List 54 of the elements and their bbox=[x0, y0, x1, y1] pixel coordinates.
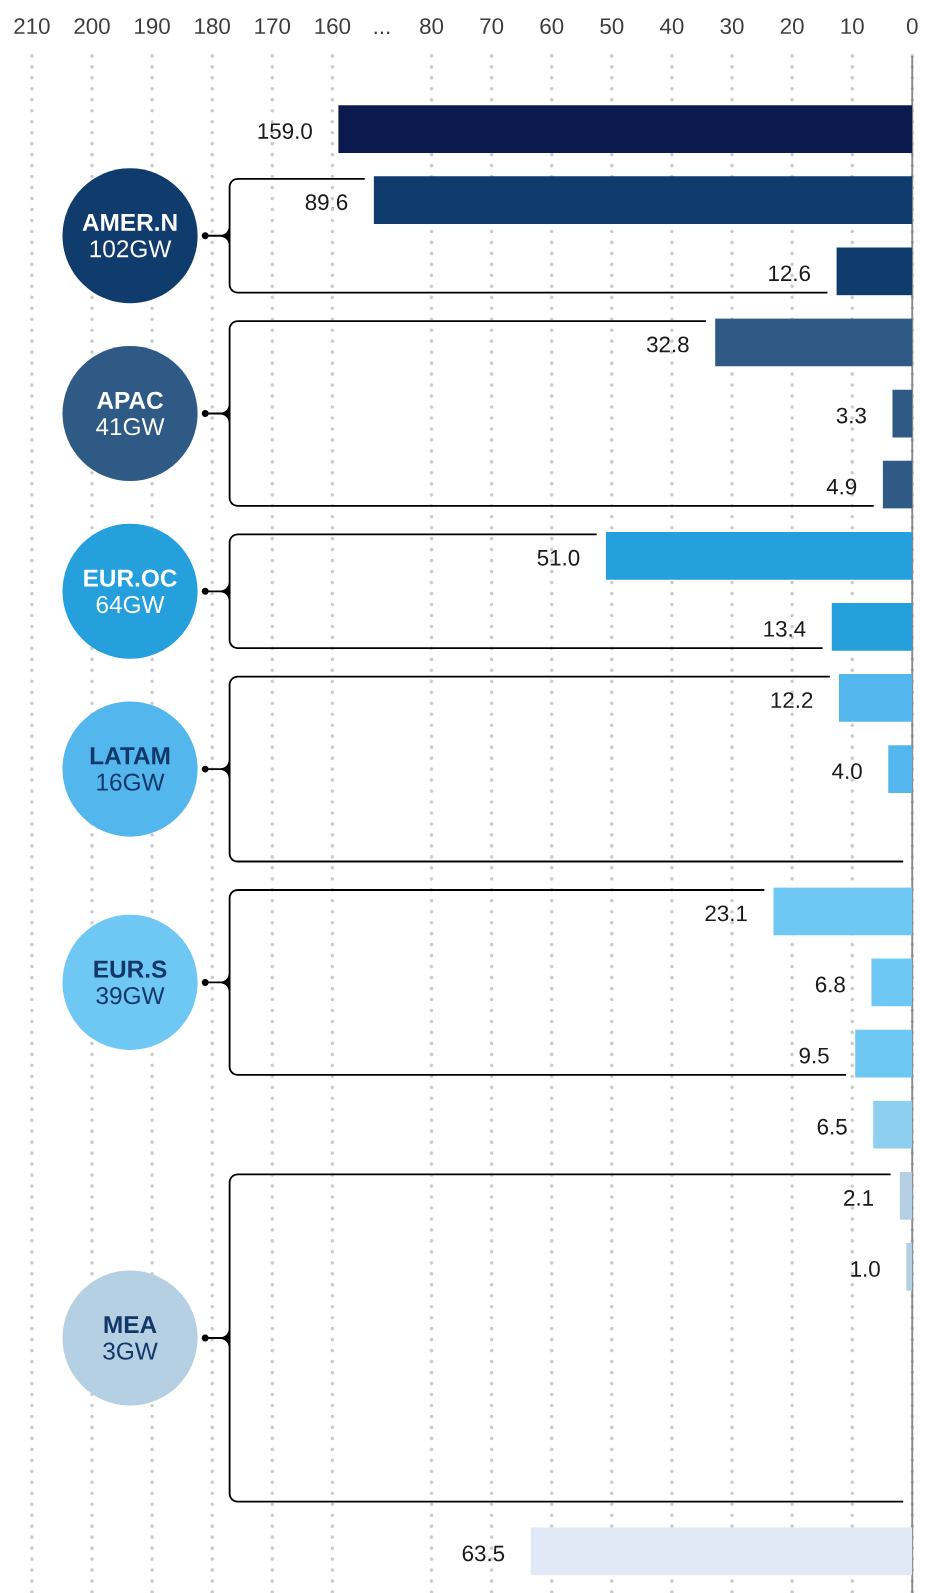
annotation: EUR.S 39GW bbox=[94, 960, 167, 1005]
x2-tick-label: 180 bbox=[195, 18, 231, 35]
data-label: 4.9 bbox=[826, 478, 857, 495]
data-label: 4.0 bbox=[832, 763, 863, 780]
x2-tick-label: 200 bbox=[74, 18, 110, 35]
x-tick-label: 40 bbox=[660, 18, 684, 35]
data-label: 159.0 bbox=[258, 123, 313, 140]
data-label: 12.6 bbox=[769, 265, 811, 282]
x2-tick-label: 210 bbox=[14, 18, 50, 35]
annotation: AMER.N 102GW bbox=[82, 214, 177, 258]
data-label: 2.1 bbox=[844, 1190, 874, 1206]
bar bbox=[839, 674, 913, 722]
bar bbox=[883, 460, 913, 509]
x-tick-label: 80 bbox=[420, 18, 444, 35]
data-label: 32.8 bbox=[647, 336, 689, 353]
bar bbox=[892, 389, 913, 438]
data-label: 13.4 bbox=[764, 620, 806, 637]
annotation: EUR.OC 64GW bbox=[84, 569, 178, 614]
bar bbox=[530, 1527, 913, 1576]
x-tick-label: 20 bbox=[781, 18, 804, 35]
x-tick-label: 30 bbox=[720, 18, 744, 35]
bar bbox=[873, 1100, 913, 1149]
bar bbox=[606, 531, 913, 580]
bar bbox=[871, 958, 913, 1007]
data-label: 6.5 bbox=[817, 1118, 847, 1135]
data-label: 3.3 bbox=[836, 407, 867, 424]
text: ... bbox=[374, 31, 390, 35]
x-tick-label: 50 bbox=[600, 18, 624, 35]
x2-tick-label: 170 bbox=[255, 18, 291, 35]
data-label: 9.5 bbox=[799, 1047, 829, 1064]
bar bbox=[832, 603, 913, 651]
bar bbox=[906, 1243, 913, 1291]
annotation: LATAM 16GW bbox=[91, 747, 170, 791]
x-tick-label: 70 bbox=[480, 18, 504, 35]
x-tick-label: 60 bbox=[540, 18, 564, 35]
bar bbox=[836, 247, 913, 296]
data-label: 51.0 bbox=[537, 549, 580, 566]
bar bbox=[773, 887, 913, 936]
x2-tick-label: 190 bbox=[135, 18, 171, 35]
annotation: MEA 3GW bbox=[103, 1316, 158, 1360]
annotation: APAC 41GW bbox=[96, 391, 165, 436]
data-label: 63.5 bbox=[462, 1545, 505, 1562]
data-label: 23.1 bbox=[705, 905, 748, 922]
x-tick-label: 10 bbox=[841, 18, 864, 35]
data-label: 1.0 bbox=[851, 1261, 881, 1277]
bar bbox=[855, 1029, 913, 1078]
data-label: 89.6 bbox=[305, 194, 348, 211]
data-label: 6.8 bbox=[816, 976, 846, 993]
bar bbox=[899, 1171, 913, 1220]
x-tick-label: 0 bbox=[907, 18, 918, 35]
x2-tick-label: 160 bbox=[315, 18, 351, 35]
bar bbox=[888, 745, 913, 793]
bar bbox=[715, 318, 913, 367]
data-label: 12.2 bbox=[771, 692, 813, 708]
